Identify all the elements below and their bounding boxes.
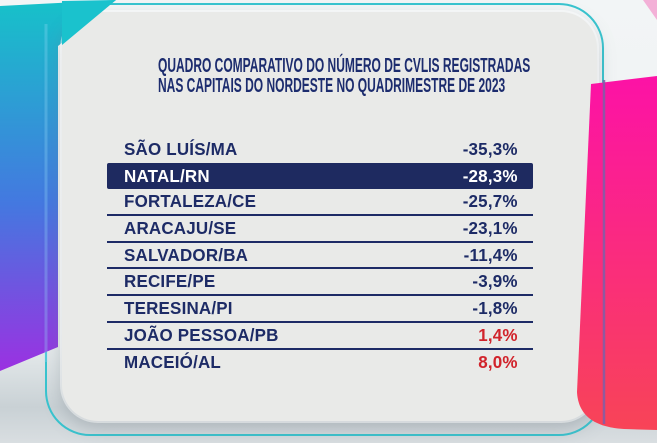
capital-label: FORTALEZA/CE	[124, 191, 257, 212]
table-row: FORTALEZA/CE -25,7%	[107, 189, 533, 217]
table-row-highlighted: NATAL/RN -28,3%	[107, 162, 533, 190]
capital-label: NATAL/RN	[124, 165, 210, 186]
capital-label: TERESINA/PI	[124, 297, 233, 318]
comparison-table: SÃO LUÍS/MA -35,3% NATAL/RN -28,3% FORTA…	[107, 136, 533, 376]
table-row: SÃO LUÍS/MA -35,3%	[107, 136, 533, 163]
table-row: SALVADOR/BA -11,4%	[107, 243, 533, 270]
variation-value: -3,9%	[472, 271, 518, 292]
variation-value: -23,1%	[463, 217, 518, 238]
variation-value: 8,0%	[478, 352, 518, 373]
table-row: ARACAJU/SE -23,1%	[107, 216, 533, 243]
capital-label: SALVADOR/BA	[124, 244, 249, 265]
chart-title-line1: QUADRO COMPARATIVO DO NÚMERO DE CVLIS RE…	[158, 55, 531, 77]
variation-value: 1,4%	[478, 324, 518, 345]
variation-value: -25,7%	[463, 191, 518, 212]
pink-corner-sliver	[643, 0, 657, 20]
capital-label: RECIFE/PE	[124, 271, 216, 292]
table-row: MACEIÓ/AL 8,0%	[107, 350, 533, 377]
chart-title: QUADRO COMPARATIVO DO NÚMERO DE CVLIS RE…	[158, 55, 531, 97]
capital-label: MACEIÓ/AL	[124, 352, 221, 373]
capital-label: ARACAJU/SE	[124, 217, 237, 238]
variation-value: -1,8%	[472, 297, 518, 318]
table-row: JOÃO PESSOA/PB 1,4%	[107, 323, 533, 350]
chart-title-line2: NAS CAPITAIS DO NORDESTE NO QUADRIMESTRE…	[158, 75, 506, 97]
table-card: QUADRO COMPARATIVO DO NÚMERO DE CVLIS RE…	[62, 12, 597, 421]
variation-value: -28,3%	[463, 165, 518, 186]
capital-label: SÃO LUÍS/MA	[124, 138, 238, 159]
variation-value: -35,3%	[463, 138, 518, 159]
variation-value: -11,4%	[463, 244, 518, 265]
table-row: TERESINA/PI -1,8%	[107, 296, 533, 323]
table-row: RECIFE/PE -3,9%	[107, 269, 533, 297]
capital-label: JOÃO PESSOA/PB	[124, 324, 279, 345]
